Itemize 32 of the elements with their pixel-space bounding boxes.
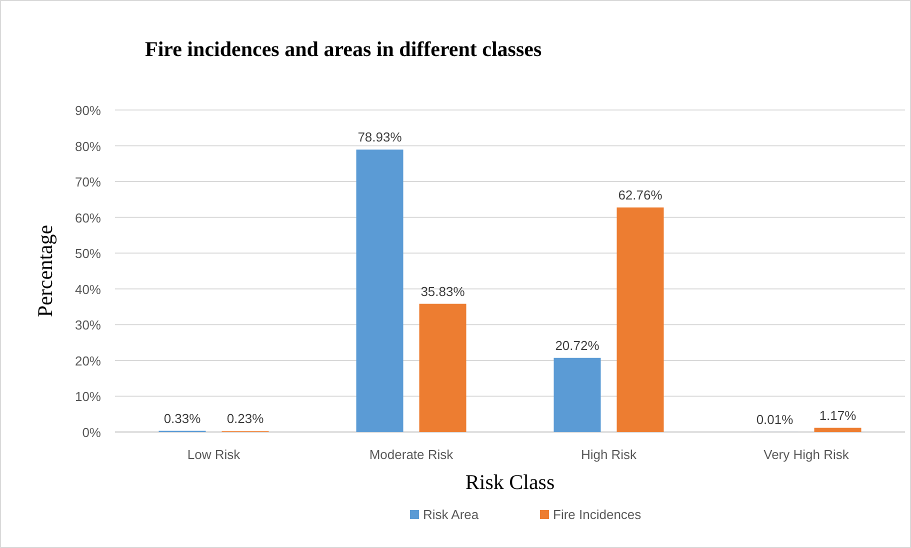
legend-label: Fire Incidences xyxy=(553,507,642,522)
x-tick-label: High Risk xyxy=(580,447,638,462)
y-tick-label: 60% xyxy=(74,210,102,226)
data-label: 62.76% xyxy=(618,187,663,202)
y-tick-label: 70% xyxy=(74,174,102,190)
y-tick-label: 40% xyxy=(74,282,102,297)
y-tick-label: 30% xyxy=(74,318,102,333)
y-axis-title: Percentage xyxy=(33,224,57,318)
bar xyxy=(814,428,862,432)
bar xyxy=(616,207,664,432)
data-label: 78.93% xyxy=(358,130,402,145)
data-label: 35.83% xyxy=(420,284,466,299)
data-label: 0.23% xyxy=(226,411,264,426)
y-tick-label: 10% xyxy=(74,389,102,404)
data-label: 20.72% xyxy=(555,338,600,353)
x-tick-label: Low Risk xyxy=(187,447,241,462)
chart-title: Fire incidences and areas in different classes xyxy=(145,37,542,61)
y-tick-label: 90% xyxy=(74,103,102,118)
data-label: 0.33% xyxy=(164,410,202,426)
bar xyxy=(356,150,404,432)
y-tick-label: 80% xyxy=(74,138,102,154)
x-axis-title: Risk Class xyxy=(465,470,555,494)
legend-label: Risk Area xyxy=(423,507,480,522)
x-tick-label: Moderate Risk xyxy=(369,447,454,462)
data-label: 1.17% xyxy=(819,408,857,423)
y-tick-label: 20% xyxy=(74,353,102,368)
y-tick-label: 0% xyxy=(82,425,102,440)
x-tick-label: Very High Risk xyxy=(764,447,850,462)
bar xyxy=(554,358,601,432)
data-label: 0.01% xyxy=(756,412,794,427)
y-tick-label: 50% xyxy=(74,246,102,262)
bar xyxy=(419,304,466,432)
